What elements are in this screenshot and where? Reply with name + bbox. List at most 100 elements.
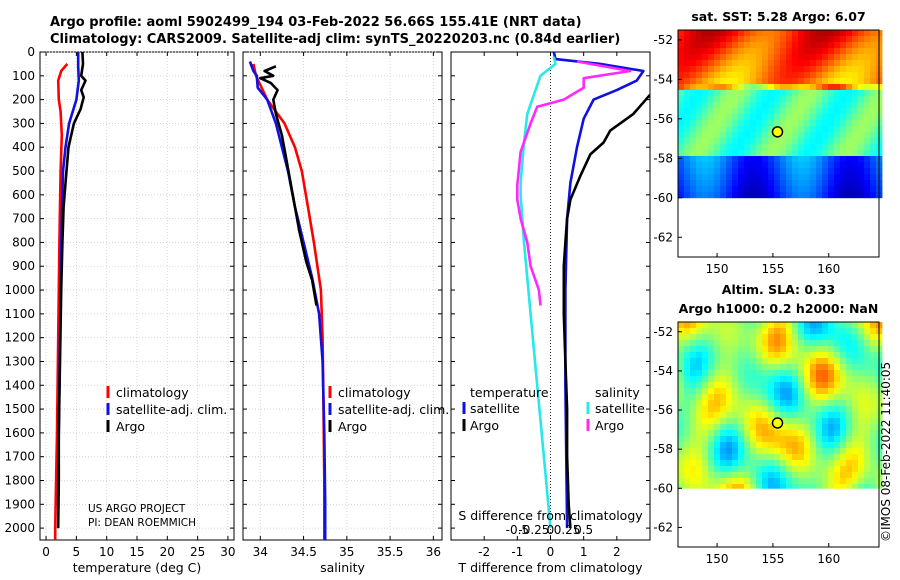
map-cell bbox=[822, 192, 829, 199]
map-cell bbox=[678, 364, 685, 371]
map-cell bbox=[786, 60, 793, 67]
map-cell bbox=[750, 180, 757, 187]
map-cell bbox=[840, 48, 847, 55]
map-cell bbox=[792, 418, 799, 425]
map-cell bbox=[834, 150, 841, 157]
map-cell bbox=[810, 472, 817, 479]
map-cell bbox=[714, 54, 721, 61]
map-cell bbox=[822, 418, 829, 425]
map-cell bbox=[732, 442, 739, 449]
map-cell bbox=[804, 96, 811, 103]
map-cell bbox=[858, 138, 865, 145]
map-cell bbox=[744, 144, 751, 151]
map-cell bbox=[828, 370, 835, 377]
map-cell bbox=[852, 436, 859, 443]
map-cell bbox=[720, 66, 727, 73]
map-cell bbox=[684, 334, 691, 341]
map-cell bbox=[828, 174, 835, 181]
map-cell bbox=[798, 370, 805, 377]
map-cell bbox=[690, 120, 697, 127]
legend-label: satellite bbox=[470, 401, 520, 416]
map-cell bbox=[762, 48, 769, 55]
map-cell bbox=[870, 162, 877, 169]
map-cell bbox=[756, 394, 763, 401]
map-cell bbox=[744, 484, 751, 489]
map-cell bbox=[840, 114, 847, 121]
map-cell bbox=[678, 102, 685, 109]
map-cell bbox=[768, 454, 775, 461]
y-tick-label: 500 bbox=[12, 164, 35, 178]
map-cell bbox=[678, 72, 685, 79]
map-cell bbox=[738, 60, 745, 67]
map-cell bbox=[702, 388, 709, 395]
map-cell bbox=[756, 174, 763, 181]
map-cell bbox=[768, 466, 775, 473]
map-cell bbox=[756, 102, 763, 109]
temperature-profile-plot: 0100200300400500600700800900100011001200… bbox=[4, 45, 235, 575]
map-cell bbox=[738, 102, 745, 109]
map-cell bbox=[780, 448, 787, 455]
legend-label: Argo bbox=[116, 419, 145, 434]
map-cell bbox=[780, 144, 787, 151]
map-cell bbox=[834, 192, 841, 199]
map-cell bbox=[708, 376, 715, 383]
map-cell bbox=[744, 30, 751, 37]
map-cell bbox=[714, 48, 721, 55]
map-cell bbox=[762, 72, 769, 79]
map-cell bbox=[732, 54, 739, 61]
map-cell bbox=[732, 430, 739, 437]
legend-label: Argo bbox=[338, 419, 367, 434]
map-cell bbox=[840, 42, 847, 49]
map-cell bbox=[690, 442, 697, 449]
map-cell bbox=[846, 478, 853, 485]
map-cell bbox=[714, 418, 721, 425]
map-cell bbox=[732, 472, 739, 479]
map-cell bbox=[708, 340, 715, 347]
map-cell bbox=[750, 72, 757, 79]
map-cell bbox=[774, 144, 781, 151]
map-cell bbox=[804, 48, 811, 55]
map-cell bbox=[810, 358, 817, 365]
map-cell bbox=[846, 418, 853, 425]
map-cell bbox=[780, 418, 787, 425]
map-cell bbox=[780, 138, 787, 145]
map-cell bbox=[714, 144, 721, 151]
map-cell bbox=[756, 144, 763, 151]
map-cell bbox=[822, 186, 829, 193]
map-cell bbox=[864, 334, 871, 341]
map-cell bbox=[822, 412, 829, 419]
map-cell bbox=[780, 358, 787, 365]
map-cell bbox=[786, 406, 793, 413]
map-cell bbox=[744, 186, 751, 193]
map-cell bbox=[768, 168, 775, 175]
legend-label: satellite-adj. clim. bbox=[116, 402, 227, 417]
map-cell bbox=[816, 168, 823, 175]
map-cell bbox=[798, 138, 805, 145]
map-cell bbox=[732, 150, 739, 157]
map-cell bbox=[798, 424, 805, 431]
map-cell bbox=[858, 42, 865, 49]
map-cell bbox=[702, 114, 709, 121]
map-cell bbox=[702, 150, 709, 157]
map-cell bbox=[846, 42, 853, 49]
map-cell bbox=[858, 478, 865, 485]
map-cell bbox=[744, 84, 751, 91]
map-cell bbox=[816, 382, 823, 389]
map-cell bbox=[822, 54, 829, 61]
map-cell bbox=[678, 156, 685, 163]
map-cell bbox=[864, 60, 871, 67]
map-cell bbox=[744, 90, 751, 97]
map-cell bbox=[714, 42, 721, 49]
map-cell bbox=[780, 412, 787, 419]
map-cell bbox=[684, 388, 691, 395]
map-cell bbox=[786, 192, 793, 199]
map-cell bbox=[786, 90, 793, 97]
map-cell bbox=[702, 460, 709, 467]
map-cell bbox=[774, 162, 781, 169]
map-cell bbox=[720, 364, 727, 371]
map-cell bbox=[726, 114, 733, 121]
map-cell bbox=[744, 174, 751, 181]
map-cell bbox=[726, 36, 733, 43]
map-cell bbox=[834, 96, 841, 103]
map-cell bbox=[720, 448, 727, 455]
